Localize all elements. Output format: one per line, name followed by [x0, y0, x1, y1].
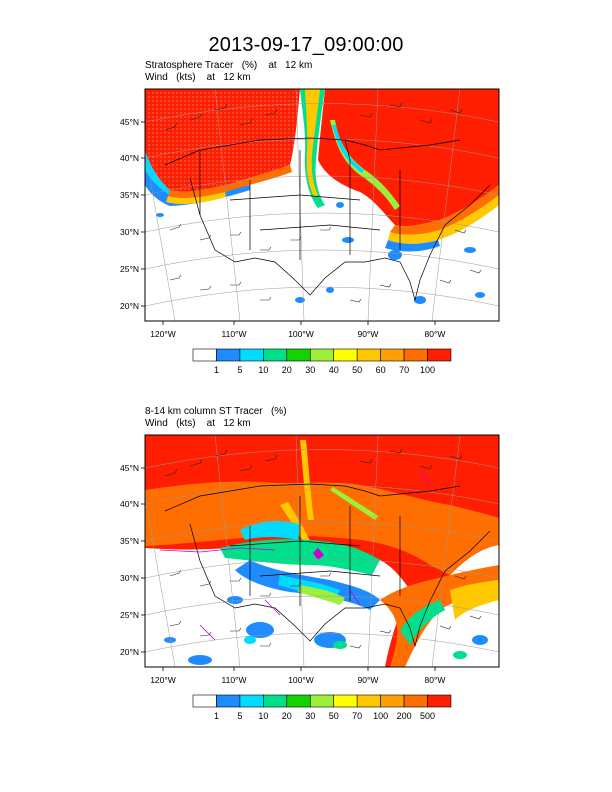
- colorbar-swatch: [403, 348, 428, 362]
- lon-label: 100°W: [288, 675, 314, 685]
- panel2-wind-label: Wind (kts) at 12 km: [145, 418, 251, 429]
- colorbar-swatch: [286, 694, 311, 708]
- panel1-variable-label: Stratosphere Tracer (%) at 12 km: [145, 60, 313, 71]
- colorbar-swatch: [192, 694, 217, 708]
- colorbar-label: 20: [282, 365, 292, 375]
- colorbar-label: 100: [420, 365, 435, 375]
- colorbar-label: 70: [399, 365, 409, 375]
- lat-label: 45°N: [120, 117, 139, 127]
- lon-label: 80°W: [425, 675, 446, 685]
- colorbar-swatch: [216, 694, 241, 708]
- page-title: 2013-09-17_09:00:00: [208, 34, 404, 56]
- colorbar-label: 30: [305, 711, 315, 721]
- colorbar-label: 50: [352, 365, 362, 375]
- panel2-frame: [144, 434, 500, 668]
- lon-label: 90°W: [358, 675, 379, 685]
- colorbar-swatch: [192, 348, 217, 362]
- lat-label: 25°N: [120, 610, 139, 620]
- lat-label: 35°N: [120, 536, 139, 546]
- lat-label: 45°N: [120, 463, 139, 473]
- lat-label: 30°N: [120, 573, 139, 583]
- lon-label: 110°W: [222, 329, 247, 339]
- colorbar-swatch: [263, 348, 288, 362]
- panel1-map: [145, 89, 499, 321]
- lon-label: 90°W: [358, 329, 379, 339]
- colorbar-label: 1: [214, 365, 219, 375]
- panel1-colorbar: 1 5 10 20 30 40 50 60 70 100: [192, 348, 452, 375]
- lat-label: 25°N: [120, 264, 139, 274]
- lon-label: 80°W: [425, 329, 446, 339]
- lon-label: 110°W: [222, 675, 247, 685]
- colorbar-label: 5: [237, 711, 242, 721]
- colorbar-swatch: [216, 348, 241, 362]
- lon-label: 100°W: [288, 329, 314, 339]
- colorbar-label: 20: [282, 711, 292, 721]
- lat-label: 40°N: [120, 499, 139, 509]
- colorbar-label: 10: [258, 711, 268, 721]
- colorbar-swatch: [239, 694, 264, 708]
- colorbar-swatch: [427, 694, 452, 708]
- panel2-map: [145, 435, 499, 667]
- panel1-lon-labels: 120°W 110°W 100°W 90°W 80°W: [150, 329, 445, 339]
- lat-label: 40°N: [120, 153, 139, 163]
- panel1-lat-labels: 45°N 40°N 35°N 30°N 25°N 20°N: [120, 117, 139, 311]
- lat-label: 30°N: [120, 227, 139, 237]
- colorbar-swatch: [309, 694, 335, 708]
- colorbar-swatch: [356, 694, 381, 708]
- colorbar-label: 40: [329, 365, 339, 375]
- colorbar-label: 70: [352, 711, 362, 721]
- colorbar-label: 50: [329, 711, 339, 721]
- colorbar-swatch: [263, 694, 288, 708]
- colorbar-label: 200: [397, 711, 412, 721]
- colorbar-label: 60: [376, 365, 386, 375]
- colorbar-swatch: [356, 348, 381, 362]
- colorbar-label: 500: [420, 711, 435, 721]
- colorbar-swatch: [333, 694, 358, 708]
- panel2-lon-labels: 120°W 110°W 100°W 90°W 80°W: [150, 675, 445, 685]
- colorbar-label: 10: [258, 365, 268, 375]
- lon-label: 120°W: [150, 329, 176, 339]
- colorbar-swatch: [239, 348, 264, 362]
- colorbar-swatch: [380, 348, 405, 362]
- lat-label: 35°N: [120, 190, 139, 200]
- panel1-frame: [144, 88, 500, 322]
- panel2-variable-label: 8-14 km column ST Tracer (%): [145, 406, 287, 417]
- colorbar-swatch: [403, 694, 428, 708]
- lon-label: 120°W: [150, 675, 176, 685]
- lat-label: 20°N: [120, 301, 139, 311]
- panel2-colorbar: 1 5 10 20 30 50 70 100 200 500: [192, 694, 452, 721]
- colorbar-swatch: [333, 348, 358, 362]
- colorbar-label: 5: [237, 365, 242, 375]
- colorbar-label: 100: [373, 711, 388, 721]
- colorbar-swatch: [309, 348, 335, 362]
- colorbar-swatch: [286, 348, 311, 362]
- colorbar-label: 30: [305, 365, 315, 375]
- colorbar-swatch: [380, 694, 405, 708]
- colorbar-swatch: [427, 348, 452, 362]
- panel2-lat-labels: 45°N 40°N 35°N 30°N 25°N 20°N: [120, 463, 139, 657]
- lat-label: 20°N: [120, 647, 139, 657]
- colorbar-label: 1: [214, 711, 219, 721]
- panel1-wind-label: Wind (kts) at 12 km: [145, 72, 251, 83]
